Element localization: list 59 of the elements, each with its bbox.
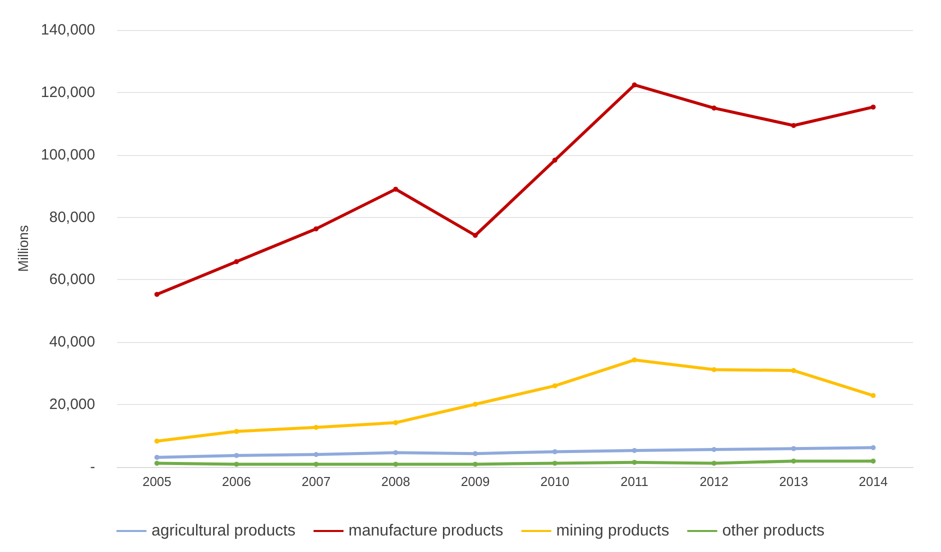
x-tick-label: 2009 (460, 474, 490, 489)
point (552, 460, 558, 466)
y-tick-label: 40,000 (49, 334, 96, 351)
x-tick-label: 2014 (858, 474, 888, 489)
y-tick-label: 60,000 (49, 271, 96, 288)
y-tick-label: - (90, 458, 96, 476)
point (234, 462, 240, 467)
y-axis-title: Millions (15, 225, 31, 272)
point (472, 451, 478, 456)
point (314, 226, 319, 232)
point (712, 106, 717, 111)
point (632, 460, 637, 465)
point (393, 462, 398, 467)
point (632, 82, 637, 88)
y-tick-label: 80,000 (49, 208, 96, 226)
point (234, 259, 240, 264)
point (472, 232, 478, 238)
point (472, 462, 478, 467)
point (791, 368, 796, 374)
point (154, 292, 160, 297)
x-tick-label: 2006 (222, 474, 251, 489)
point (791, 446, 796, 452)
point (712, 367, 717, 372)
point (552, 383, 558, 388)
x-tick-label: 2005 (142, 474, 172, 489)
point (314, 424, 319, 430)
point (632, 357, 637, 362)
y-tick-label: 120,000 (40, 84, 96, 101)
point (472, 402, 478, 407)
point (552, 158, 558, 163)
legend-label: other products (722, 522, 825, 540)
point (154, 454, 160, 460)
x-tick-label: 2010 (540, 474, 570, 489)
y-tick-label: 140,000 (40, 22, 96, 38)
point (314, 462, 319, 467)
y-tick-label: 100,000 (40, 146, 96, 164)
point (870, 104, 876, 110)
point (154, 438, 160, 444)
point (393, 450, 398, 456)
y-tick-label: 20,000 (49, 396, 96, 414)
point (870, 458, 876, 464)
point (791, 123, 796, 128)
point (234, 428, 240, 434)
point (154, 460, 160, 466)
x-tick-label: 2011 (620, 474, 648, 489)
point (552, 449, 558, 454)
point (712, 460, 717, 466)
point (870, 393, 876, 398)
x-tick-label: 2008 (381, 474, 410, 489)
legend-label: agricultural products (151, 522, 296, 540)
point (870, 445, 876, 450)
x-tick-label: 2013 (779, 474, 808, 489)
legend-label: mining products (556, 522, 670, 540)
legend-label: manufacture products (348, 522, 504, 540)
point (393, 186, 398, 192)
x-tick-label: 2012 (700, 474, 728, 489)
point (791, 458, 796, 464)
point (393, 420, 398, 426)
x-tick-label: 2007 (302, 474, 331, 489)
